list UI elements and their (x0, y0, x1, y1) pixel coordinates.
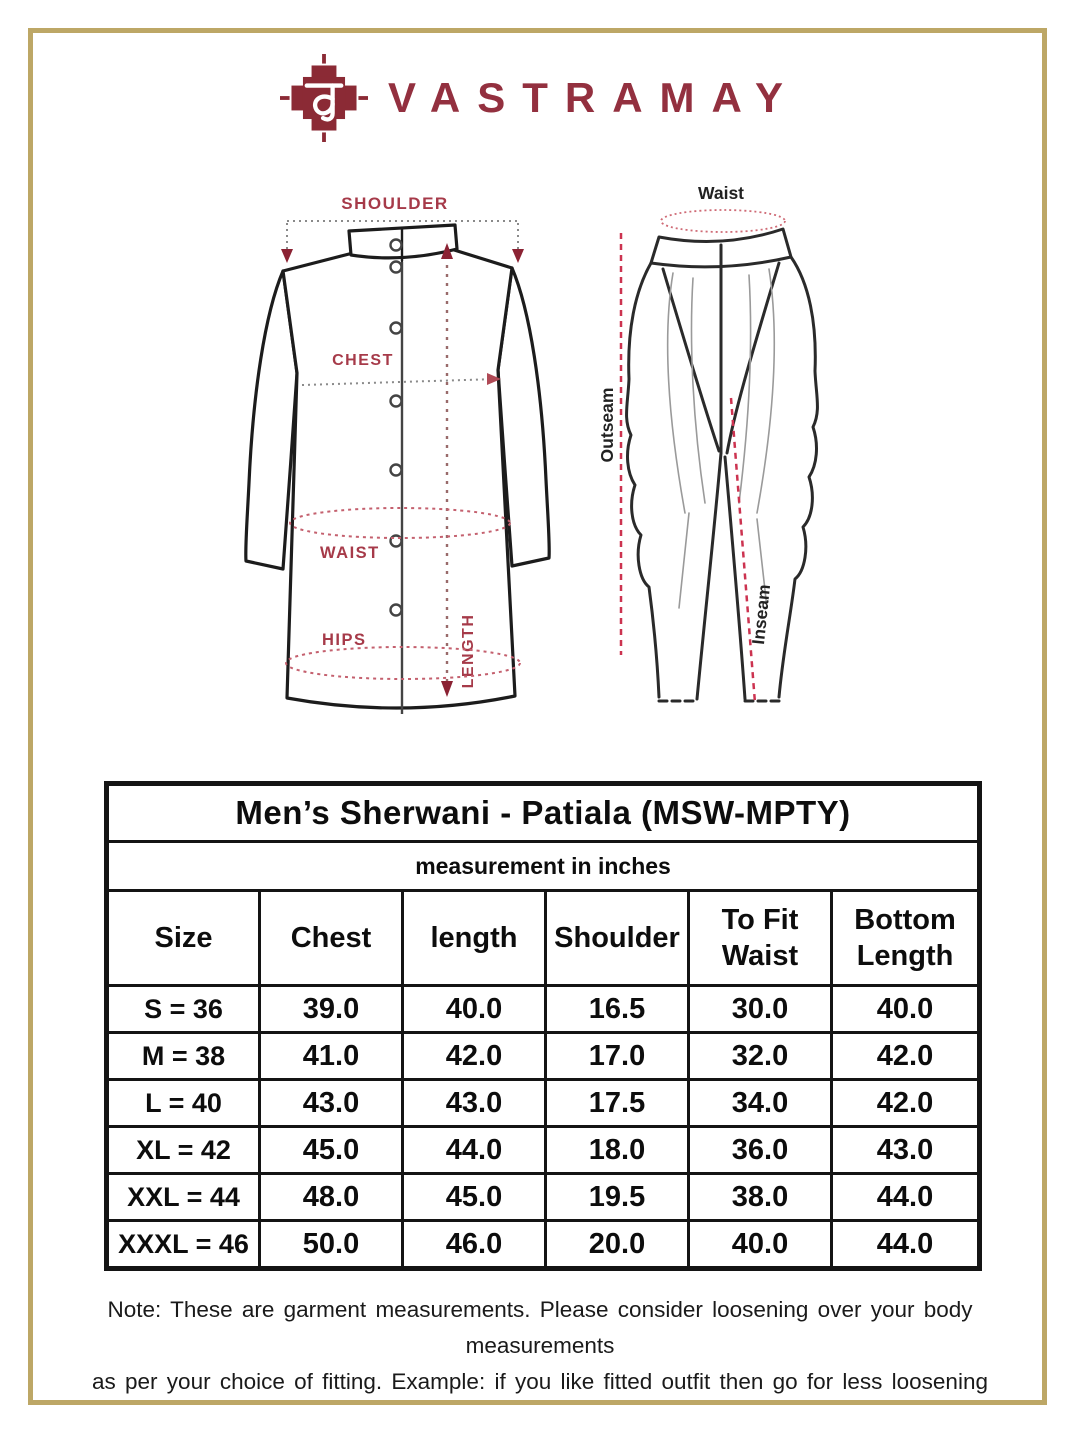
length-cell: 45.0 (401, 1172, 547, 1222)
bottom-length-cell: 43.0 (829, 1125, 982, 1175)
size-cell: XXXL = 46 (105, 1219, 261, 1270)
size-cell: XXL = 44 (105, 1172, 261, 1222)
measurement-note: Note: These are garment measurements. Pl… (40, 1292, 1040, 1400)
waist-label: WAIST (320, 544, 380, 562)
table-row: M = 38 41.0 42.0 17.0 32.0 42.0 (105, 1031, 982, 1081)
size-cell: L = 40 (105, 1078, 261, 1128)
table-title-row: Men’s Sherwani - Patiala (MSW-MPTY) (104, 782, 982, 843)
note-line-2: as per your choice of fitting. Example: … (92, 1369, 988, 1394)
to-fit-waist-cell: 30.0 (687, 984, 833, 1034)
chest-cell: 41.0 (258, 1031, 404, 1081)
chest-cell: 48.0 (258, 1172, 404, 1222)
length-cell: 43.0 (401, 1078, 547, 1128)
size-chart-section: Men’s Sherwani - Patiala (MSW-MPTY) meas… (104, 781, 983, 1271)
sherwani-diagram: SHOULDER LENGTH CHEST WAIST HIPS (244, 194, 551, 714)
inseam-measure-line (729, 397, 757, 704)
chest-cell: 45.0 (258, 1125, 404, 1175)
pants-waist-ellipse (660, 209, 786, 233)
brand-name: VASTRAMAY (387, 74, 801, 121)
shoulder-cell: 17.0 (544, 1031, 690, 1081)
shoulder-cell: 16.5 (544, 984, 690, 1034)
bottom-length-cell: 40.0 (829, 984, 982, 1034)
length-arrow-down (441, 681, 453, 697)
shoulder-cell: 17.5 (544, 1078, 690, 1128)
inseam-label: Inseam (748, 583, 774, 645)
to-fit-waist-cell: 38.0 (687, 1172, 833, 1222)
size-chart-table: Men’s Sherwani - Patiala (MSW-MPTY) meas… (104, 781, 983, 1271)
table-row: XXXL = 46 50.0 46.0 20.0 40.0 44.0 (105, 1219, 982, 1270)
chest-cell: 43.0 (258, 1078, 404, 1128)
bottom-length-cell: 42.0 (829, 1078, 982, 1128)
column-header-length: length (401, 889, 547, 987)
note-line-1: Note: These are garment measurements. Pl… (107, 1297, 973, 1358)
bottom-length-cell: 44.0 (829, 1219, 982, 1270)
to-fit-waist-cell: 36.0 (687, 1125, 833, 1175)
length-cell: 44.0 (401, 1125, 547, 1175)
bottom-length-cell: 42.0 (829, 1031, 982, 1081)
size-cell: M = 38 (105, 1031, 261, 1081)
chest-cell: 39.0 (258, 984, 404, 1034)
length-cell: 40.0 (401, 984, 547, 1034)
table-row: XXL = 44 48.0 45.0 19.5 38.0 44.0 (105, 1172, 982, 1222)
chest-measure-line (301, 378, 498, 386)
shoulder-cell: 20.0 (544, 1219, 690, 1270)
length-cell: 42.0 (401, 1031, 547, 1081)
column-header-shoulder: Shoulder (544, 889, 690, 987)
shoulder-measure-line (286, 220, 519, 249)
column-header-size: Size (105, 889, 261, 987)
chest-arrow (487, 373, 501, 385)
length-arrow-up (441, 243, 453, 259)
waist-measure-ellipse (289, 507, 511, 539)
column-header-to-fit-waist: To Fit Waist (687, 889, 833, 987)
to-fit-waist-cell: 34.0 (687, 1078, 833, 1128)
table-row: L = 40 43.0 43.0 17.5 34.0 42.0 (105, 1078, 982, 1128)
measurement-unit-label: measurement in inches (104, 840, 982, 892)
size-cell: S = 36 (105, 984, 261, 1034)
buttons (389, 238, 403, 617)
fold-lines (666, 268, 776, 609)
column-header-bottom-length: Bottom Length (829, 889, 982, 987)
chest-cell: 50.0 (258, 1219, 404, 1270)
bottom-length-cell: 44.0 (829, 1172, 982, 1222)
length-cell: 46.0 (401, 1219, 547, 1270)
to-fit-waist-cell: 32.0 (687, 1031, 833, 1081)
shoulder-arrows (281, 249, 524, 263)
pants-waist-label: Waist (698, 183, 744, 203)
shoulder-cell: 19.5 (544, 1172, 690, 1222)
chest-label: CHEST (332, 352, 394, 369)
shoulder-label: SHOULDER (341, 194, 448, 213)
shoulder-cell: 18.0 (544, 1125, 690, 1175)
brand-logo: VASTRAMAY (0, 52, 1080, 144)
patiala-diagram: Waist (597, 183, 819, 704)
outseam-label: Outseam (597, 388, 617, 463)
hips-measure-ellipse (285, 646, 521, 680)
table-title: Men’s Sherwani - Patiala (MSW-MPTY) (104, 782, 982, 843)
table-row: S = 36 39.0 40.0 16.5 30.0 40.0 (105, 984, 982, 1034)
table-row: XL = 42 45.0 44.0 18.0 36.0 43.0 (105, 1125, 982, 1175)
table-subtitle-row: measurement in inches (104, 840, 982, 892)
hips-label: HIPS (322, 631, 367, 649)
length-label: LENGTH (460, 614, 477, 689)
size-cell: XL = 42 (105, 1125, 261, 1175)
to-fit-waist-cell: 40.0 (687, 1219, 833, 1270)
measurement-diagrams: SHOULDER LENGTH CHEST WAIST HIPS (225, 183, 905, 773)
table-header-row: Size Chest length Shoulder To Fit Waist … (105, 889, 982, 987)
column-header-chest: Chest (258, 889, 404, 987)
devanagari-va-icon (279, 54, 368, 142)
